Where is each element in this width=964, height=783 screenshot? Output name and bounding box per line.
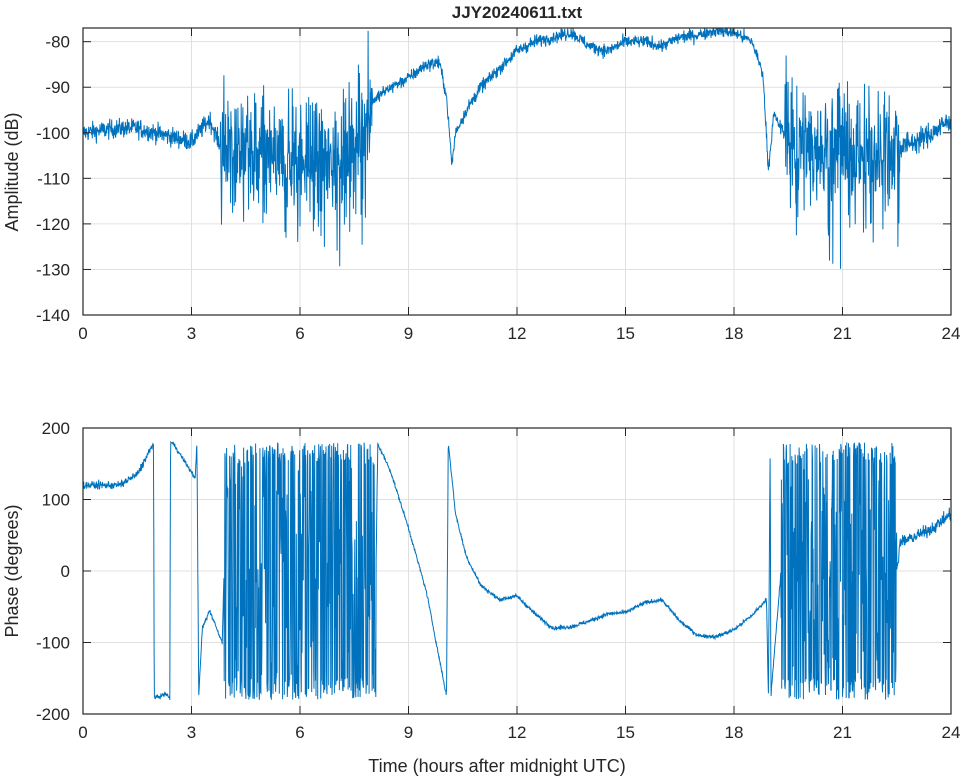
x-tick-label: 6	[295, 324, 304, 343]
y-tick-label: 200	[42, 419, 70, 438]
x-tick-label: 3	[187, 324, 196, 343]
x-tick-label: 6	[295, 723, 304, 742]
x-tick-label: 18	[725, 324, 744, 343]
y-tick-label: -200	[36, 705, 70, 724]
x-tick-label: 12	[508, 324, 527, 343]
x-tick-label: 0	[78, 723, 87, 742]
y-tick-label: -100	[36, 124, 70, 143]
x-axis-label: Time (hours after midnight UTC)	[368, 756, 625, 776]
x-tick-label: 21	[833, 723, 852, 742]
y-tick-label: -110	[37, 169, 70, 188]
y-tick-label: -100	[36, 634, 70, 653]
x-tick-label: 9	[404, 723, 413, 742]
y-tick-label: -120	[36, 215, 70, 234]
y-tick-label: 0	[61, 562, 70, 581]
x-tick-label: 9	[404, 324, 413, 343]
x-tick-label: 12	[508, 723, 527, 742]
y-tick-label: -90	[45, 78, 70, 97]
phase-series-line	[83, 440, 951, 701]
y-tick-label: -140	[36, 306, 70, 325]
x-tick-label: 15	[616, 723, 635, 742]
y-tick-label: -80	[45, 33, 70, 52]
phase-y-label: Phase (degrees)	[2, 504, 22, 637]
x-tick-label: 18	[725, 723, 744, 742]
amplitude-y-label: Amplitude (dB)	[2, 112, 22, 231]
y-tick-label: -130	[36, 260, 70, 279]
x-tick-label: 0	[78, 324, 87, 343]
phase-axes: 0 3 6 9 12 15 18 21 24 -200 -100 0 100 200	[36, 419, 960, 742]
x-tick-label: 21	[833, 324, 852, 343]
x-tick-label: 3	[187, 723, 196, 742]
amplitude-axes: 0 3 6 9 12 15 18 21 24 -140 -130 -120 -110 -100 -90 -80	[36, 27, 961, 343]
chart-title: JJY20240611.txt	[452, 3, 583, 22]
y-tick-label: 100	[42, 491, 70, 510]
x-tick-label: 24	[942, 723, 961, 742]
x-tick-label: 15	[616, 324, 635, 343]
amplitude-series-line	[83, 28, 951, 269]
x-tick-label: 24	[942, 324, 961, 343]
